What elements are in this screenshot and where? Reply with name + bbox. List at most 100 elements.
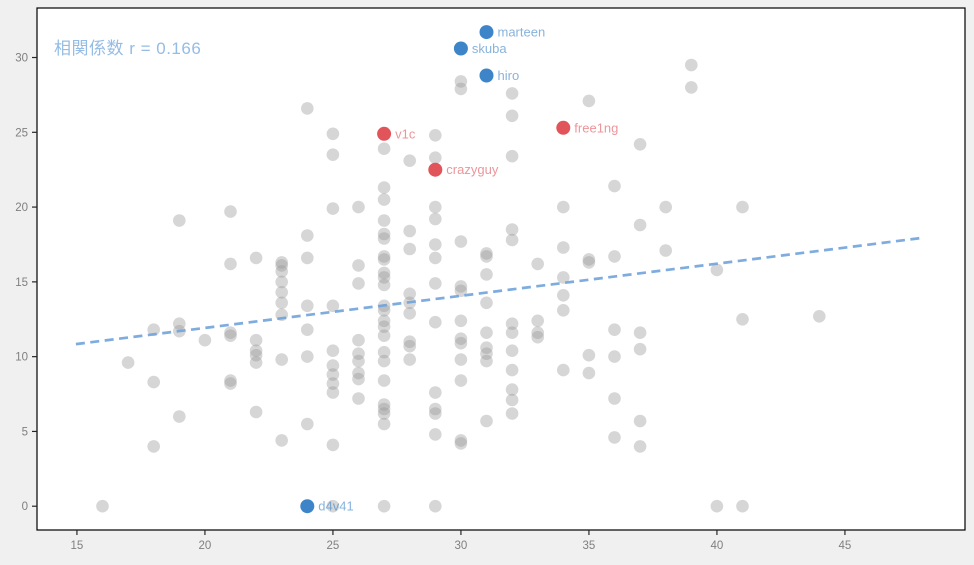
scatter-point xyxy=(326,499,340,513)
highlight-point xyxy=(377,126,392,141)
scatter-point xyxy=(198,333,212,347)
scatter-point xyxy=(633,414,647,428)
scatter-point xyxy=(301,229,314,242)
scatter-point xyxy=(454,353,468,366)
scatter-point xyxy=(275,259,289,272)
y-tick-label: 20 xyxy=(15,202,28,214)
scatter-point xyxy=(454,434,468,447)
scatter-point xyxy=(557,200,570,214)
scatter-point xyxy=(377,354,391,368)
scatter-point xyxy=(249,348,263,362)
scatter-point xyxy=(608,179,621,193)
scatter-point xyxy=(736,200,749,214)
scatter-point xyxy=(582,348,596,362)
scatter-point xyxy=(352,392,365,405)
scatter-point xyxy=(633,342,647,356)
scatter-point xyxy=(326,377,340,390)
scatter-point xyxy=(505,87,519,100)
highlight-point xyxy=(453,41,468,56)
scatter-point xyxy=(505,393,519,407)
scatter-point xyxy=(608,250,621,263)
y-tick-label: 15 xyxy=(15,277,28,289)
scatter-point xyxy=(301,251,314,265)
scatter-point xyxy=(403,335,417,349)
scatter-point xyxy=(301,350,314,363)
x-tick-label: 20 xyxy=(199,540,212,552)
scatter-point xyxy=(377,142,391,155)
scatter-point xyxy=(454,314,468,328)
y-tick-label: 30 xyxy=(15,53,28,65)
scatter-point xyxy=(275,275,289,289)
scatter-point xyxy=(557,304,570,317)
scatter-point xyxy=(377,278,391,292)
scatter-point xyxy=(659,244,672,257)
scatter-point xyxy=(403,242,417,256)
highlight-point xyxy=(300,499,315,514)
scatter-point xyxy=(275,256,289,269)
scatter-point xyxy=(326,127,340,141)
scatter-point xyxy=(377,329,391,343)
scatter-point xyxy=(505,344,519,358)
scatter-point xyxy=(480,247,493,260)
x-tick-label: 25 xyxy=(327,540,340,552)
x-tick-label: 35 xyxy=(583,540,596,552)
scatter-point xyxy=(249,356,263,369)
scatter-point xyxy=(480,268,493,281)
y-tick-label: 0 xyxy=(22,501,28,513)
scatter-point xyxy=(173,410,186,423)
scatter-point xyxy=(224,377,237,390)
scatter-point xyxy=(352,277,365,290)
scatter-point xyxy=(582,253,596,266)
scatter-point xyxy=(224,257,237,271)
scatter-point xyxy=(377,374,391,387)
scatter-point xyxy=(429,200,442,214)
point-label: crazyguy xyxy=(446,162,499,177)
scatter-point xyxy=(377,232,391,245)
scatter-point xyxy=(377,253,391,266)
scatter-point xyxy=(429,212,442,226)
y-tick-label: 25 xyxy=(15,127,28,139)
scatter-point xyxy=(505,383,519,396)
scatter-point xyxy=(454,437,468,450)
scatter-point xyxy=(326,344,340,358)
scatter-point xyxy=(301,102,314,115)
scatter-point xyxy=(633,326,647,340)
scatter-point xyxy=(352,372,365,386)
scatter-point xyxy=(633,218,647,232)
scatter-point xyxy=(505,149,519,163)
scatter-point xyxy=(403,307,417,320)
scatter-point xyxy=(582,366,596,380)
scatter-point xyxy=(121,356,135,369)
scatter-point xyxy=(454,82,468,96)
scatter-point xyxy=(301,323,314,337)
highlight-point xyxy=(556,120,571,135)
scatter-point xyxy=(429,277,442,290)
x-tick-label: 40 xyxy=(711,540,724,552)
scatter-point xyxy=(557,271,570,284)
scatter-point xyxy=(505,326,519,340)
scatter-point xyxy=(505,317,519,331)
scatter-point xyxy=(429,238,442,251)
scatter-point xyxy=(710,499,724,513)
scatter-point xyxy=(377,320,391,334)
scatter-point xyxy=(454,284,468,298)
scatter-point xyxy=(429,407,442,420)
scatter-point xyxy=(685,81,698,94)
scatter-point xyxy=(377,271,391,284)
x-tick-label: 30 xyxy=(455,540,468,552)
scatter-point xyxy=(505,233,519,247)
scatter-point xyxy=(377,407,391,420)
highlight-point xyxy=(428,162,443,177)
scatter-point xyxy=(633,440,647,453)
point-label: hiro xyxy=(498,68,520,83)
highlight-point xyxy=(479,68,494,83)
scatter-point xyxy=(557,241,570,254)
highlight-point xyxy=(479,25,494,40)
scatter-point xyxy=(582,256,596,269)
scatter-point xyxy=(480,347,493,361)
scatter-point xyxy=(249,405,263,419)
scatter-point xyxy=(249,344,263,358)
scatter-point xyxy=(403,287,417,301)
scatter-point xyxy=(582,94,596,108)
